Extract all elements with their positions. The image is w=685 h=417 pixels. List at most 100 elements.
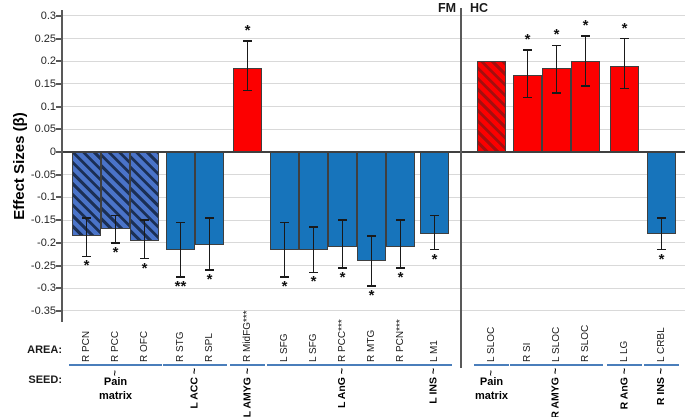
area-label-text: R MTG [365,329,377,362]
significance-marker: ** [174,277,187,295]
error-bar-cap-top [367,235,376,237]
area-label-text: R PCC [109,330,121,362]
gridline [63,83,685,85]
significance-marker: * [112,243,119,261]
significance-marker: * [524,30,531,48]
area-row-label: AREA: [27,344,62,356]
significance-marker: * [621,19,628,37]
error-bar [660,217,663,250]
seed-label-text: L AnG ~ [336,368,348,408]
y-tick-label: 0.3 [40,9,56,22]
seed-group-underline [510,364,603,366]
error-bar-cap-top [523,49,532,51]
significance-marker: * [206,271,213,289]
y-tick-label: 0 [49,146,56,158]
error-bar-cap-bottom [243,89,252,92]
error-bar-cap-top [140,219,149,221]
error-bar [584,36,587,87]
area-label-text: R SPL [203,333,215,362]
gridline [63,60,685,62]
bar-r-pcc [328,152,357,248]
area-label-text: L M1 [428,340,440,362]
error-bar-cap-bottom [309,271,318,274]
y-tick-label: 0.25 [34,32,56,45]
y-axis-tick [56,151,62,153]
seed-label-pain-matrix: Pain matrix [98,376,133,402]
significance-marker: * [310,273,317,291]
error-bar [555,45,558,93]
error-bar-cap-top [581,35,590,37]
significance-marker: * [339,268,346,286]
y-axis-tick [56,241,62,244]
panel-divider [460,8,462,368]
y-tick-label: 0.05 [34,123,56,136]
error-bar [85,217,88,257]
y-axis-tick [56,173,62,176]
error-bar-cap-bottom [82,255,91,258]
seed-group-underline [644,364,679,366]
seed-group-underline [417,364,452,366]
error-bar-cap-top [243,40,252,42]
y-axis-tick [56,128,62,131]
panel-label-fm: FM [437,1,456,15]
error-bar-cap-bottom [581,85,590,87]
area-label-text: R MidFG*** [241,310,253,362]
error-bar-cap-top [396,219,405,221]
seed-label-text: R AMYG ~ [550,368,562,417]
gridline [63,106,685,108]
error-bar [623,38,626,89]
error-bar-cap-bottom [552,92,561,94]
y-axis-line [61,10,63,322]
y-axis-tick [56,196,62,199]
significance-marker: * [83,257,90,275]
significance-marker: * [582,17,589,35]
seed-group-underline [607,364,642,366]
error-bar [370,235,373,286]
area-label-text: R SLOC [579,324,591,362]
y-axis-tick [56,287,62,290]
area-label-text: R PCN [80,330,92,362]
error-bar-cap-top [430,214,439,217]
error-bar-cap-top [176,221,185,224]
area-label-text: R SI [521,342,533,362]
error-bar-cap-bottom [523,96,532,99]
panel-label-hc: HC [470,1,489,15]
area-label-text: L SFG [307,333,319,362]
seed-group-underline [230,364,265,366]
error-bar [179,222,182,277]
y-tick-label: 0.15 [34,77,56,90]
error-bar-cap-bottom [280,276,289,278]
error-bar-cap-top [620,37,629,40]
y-axis-tick [56,264,62,267]
y-tick-label: -0.35 [30,304,56,317]
y-axis-tick [56,309,62,312]
area-label-text: L LG [618,340,630,362]
significance-marker: * [658,250,665,268]
error-bar-cap-top [309,226,318,228]
y-tick-label: -0.15 [30,214,56,227]
seed-group-underline [163,364,227,366]
y-tick-label: -0.05 [30,168,56,181]
error-bar-cap-top [111,214,120,217]
y-tick-label: -0.3 [37,282,56,295]
error-bar-cap-bottom [338,267,347,269]
error-bar [246,40,249,91]
seed-row-label: SEED: [28,374,62,386]
error-bar-cap-top [552,44,561,47]
significance-marker: * [553,26,560,44]
error-bar [143,220,146,259]
error-bar-cap-bottom [176,276,185,278]
gridline [63,287,685,289]
y-axis-tick [56,60,62,63]
error-bar [114,215,117,243]
error-bar [341,220,344,268]
y-tick-label: -0.1 [37,191,56,204]
error-bar-cap-bottom [367,285,376,287]
y-tick-label: -0.2 [37,236,56,249]
y-axis-tick [56,105,62,108]
significance-marker: * [281,277,288,295]
error-bar-cap-top [657,217,666,219]
seed-label-pain-matrix: Pain matrix [474,376,509,402]
seed-label-text: R INS ~ [655,368,667,406]
error-bar-cap-bottom [140,257,149,260]
